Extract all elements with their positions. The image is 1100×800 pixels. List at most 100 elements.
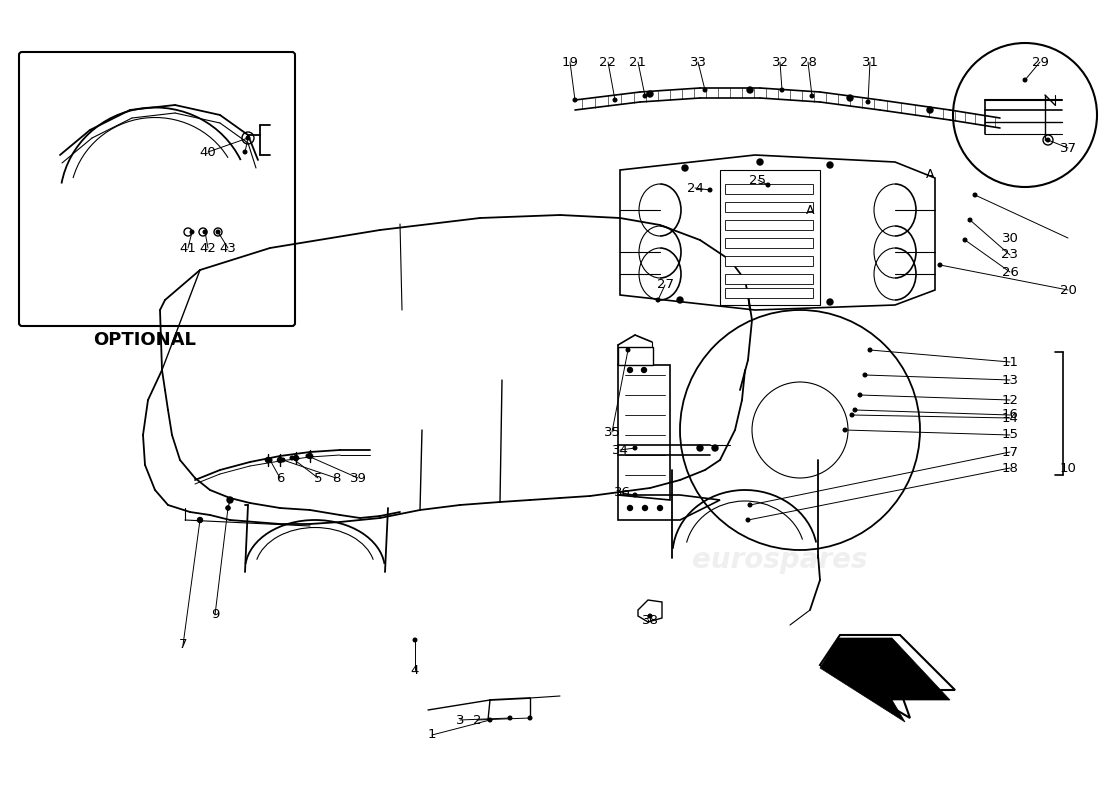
Text: 30: 30 <box>1002 231 1019 245</box>
Text: 27: 27 <box>657 278 673 291</box>
Circle shape <box>573 98 576 102</box>
Text: 20: 20 <box>1059 283 1077 297</box>
Bar <box>725 274 813 284</box>
Text: A: A <box>805 203 814 217</box>
Circle shape <box>927 107 933 113</box>
Circle shape <box>265 458 271 462</box>
Circle shape <box>227 506 230 510</box>
Circle shape <box>676 297 683 303</box>
Text: 12: 12 <box>1001 394 1019 406</box>
Circle shape <box>648 614 652 618</box>
Text: 6: 6 <box>276 471 284 485</box>
Text: 3: 3 <box>455 714 464 726</box>
Text: 37: 37 <box>1059 142 1077 154</box>
Bar <box>725 238 813 248</box>
Text: 14: 14 <box>1002 411 1019 425</box>
Circle shape <box>641 367 647 373</box>
Text: 9: 9 <box>211 609 219 622</box>
Bar <box>725 220 813 230</box>
Text: 35: 35 <box>604 426 620 438</box>
Circle shape <box>627 367 632 373</box>
Text: 38: 38 <box>641 614 659 626</box>
Circle shape <box>938 263 942 266</box>
Circle shape <box>858 393 861 397</box>
Circle shape <box>268 458 272 462</box>
Circle shape <box>217 230 220 234</box>
Circle shape <box>964 238 967 242</box>
Circle shape <box>1046 138 1049 142</box>
Text: 29: 29 <box>1032 55 1048 69</box>
Text: 34: 34 <box>612 443 628 457</box>
Circle shape <box>811 94 814 98</box>
Circle shape <box>644 94 647 98</box>
Circle shape <box>658 506 662 510</box>
Circle shape <box>682 165 688 171</box>
Circle shape <box>850 413 854 417</box>
Text: 32: 32 <box>771 55 789 69</box>
Text: 39: 39 <box>350 471 366 485</box>
Circle shape <box>190 230 194 234</box>
Text: 16: 16 <box>1002 409 1019 422</box>
Bar <box>725 256 813 266</box>
Circle shape <box>290 456 294 460</box>
Text: 40: 40 <box>199 146 217 158</box>
Circle shape <box>868 348 872 352</box>
Text: 15: 15 <box>1001 429 1019 442</box>
Circle shape <box>204 230 207 234</box>
Text: 4: 4 <box>410 663 419 677</box>
Text: 13: 13 <box>1001 374 1019 386</box>
Bar <box>725 288 813 298</box>
Text: 11: 11 <box>1001 355 1019 369</box>
Text: 22: 22 <box>600 55 616 69</box>
Circle shape <box>246 136 250 140</box>
Circle shape <box>414 638 417 642</box>
Circle shape <box>528 716 531 720</box>
Circle shape <box>747 87 754 93</box>
Circle shape <box>306 454 310 458</box>
Text: 5: 5 <box>314 471 322 485</box>
Text: 19: 19 <box>562 55 579 69</box>
Text: A: A <box>926 169 934 182</box>
Text: 25: 25 <box>749 174 767 186</box>
Circle shape <box>627 506 632 510</box>
Circle shape <box>708 188 712 192</box>
FancyBboxPatch shape <box>19 52 295 326</box>
Bar <box>618 347 653 365</box>
Text: 1: 1 <box>428 729 437 742</box>
Circle shape <box>198 518 202 522</box>
Text: 33: 33 <box>690 55 706 69</box>
Circle shape <box>712 445 718 451</box>
Text: 24: 24 <box>686 182 703 194</box>
Text: 17: 17 <box>1001 446 1019 458</box>
Circle shape <box>647 91 653 97</box>
Text: 28: 28 <box>800 55 816 69</box>
Circle shape <box>703 88 707 92</box>
Circle shape <box>508 716 512 720</box>
Circle shape <box>866 100 870 104</box>
Text: 18: 18 <box>1002 462 1019 474</box>
Text: 10: 10 <box>1059 462 1077 474</box>
Circle shape <box>968 218 971 222</box>
Text: 41: 41 <box>179 242 197 254</box>
Circle shape <box>277 458 283 462</box>
Bar <box>725 184 813 194</box>
Circle shape <box>757 159 763 165</box>
Circle shape <box>657 298 660 302</box>
Circle shape <box>844 428 847 432</box>
Circle shape <box>243 150 246 154</box>
Circle shape <box>854 408 857 412</box>
Circle shape <box>226 506 230 510</box>
Bar <box>725 202 813 212</box>
Text: 43: 43 <box>220 242 236 254</box>
Circle shape <box>748 503 751 507</box>
Circle shape <box>864 373 867 377</box>
Circle shape <box>827 299 833 305</box>
Circle shape <box>634 493 637 497</box>
Circle shape <box>613 98 617 102</box>
Circle shape <box>847 95 852 101</box>
Text: 21: 21 <box>629 55 647 69</box>
Circle shape <box>974 194 977 197</box>
Text: eurospares: eurospares <box>112 181 288 209</box>
Text: 31: 31 <box>861 55 879 69</box>
Circle shape <box>780 88 784 92</box>
